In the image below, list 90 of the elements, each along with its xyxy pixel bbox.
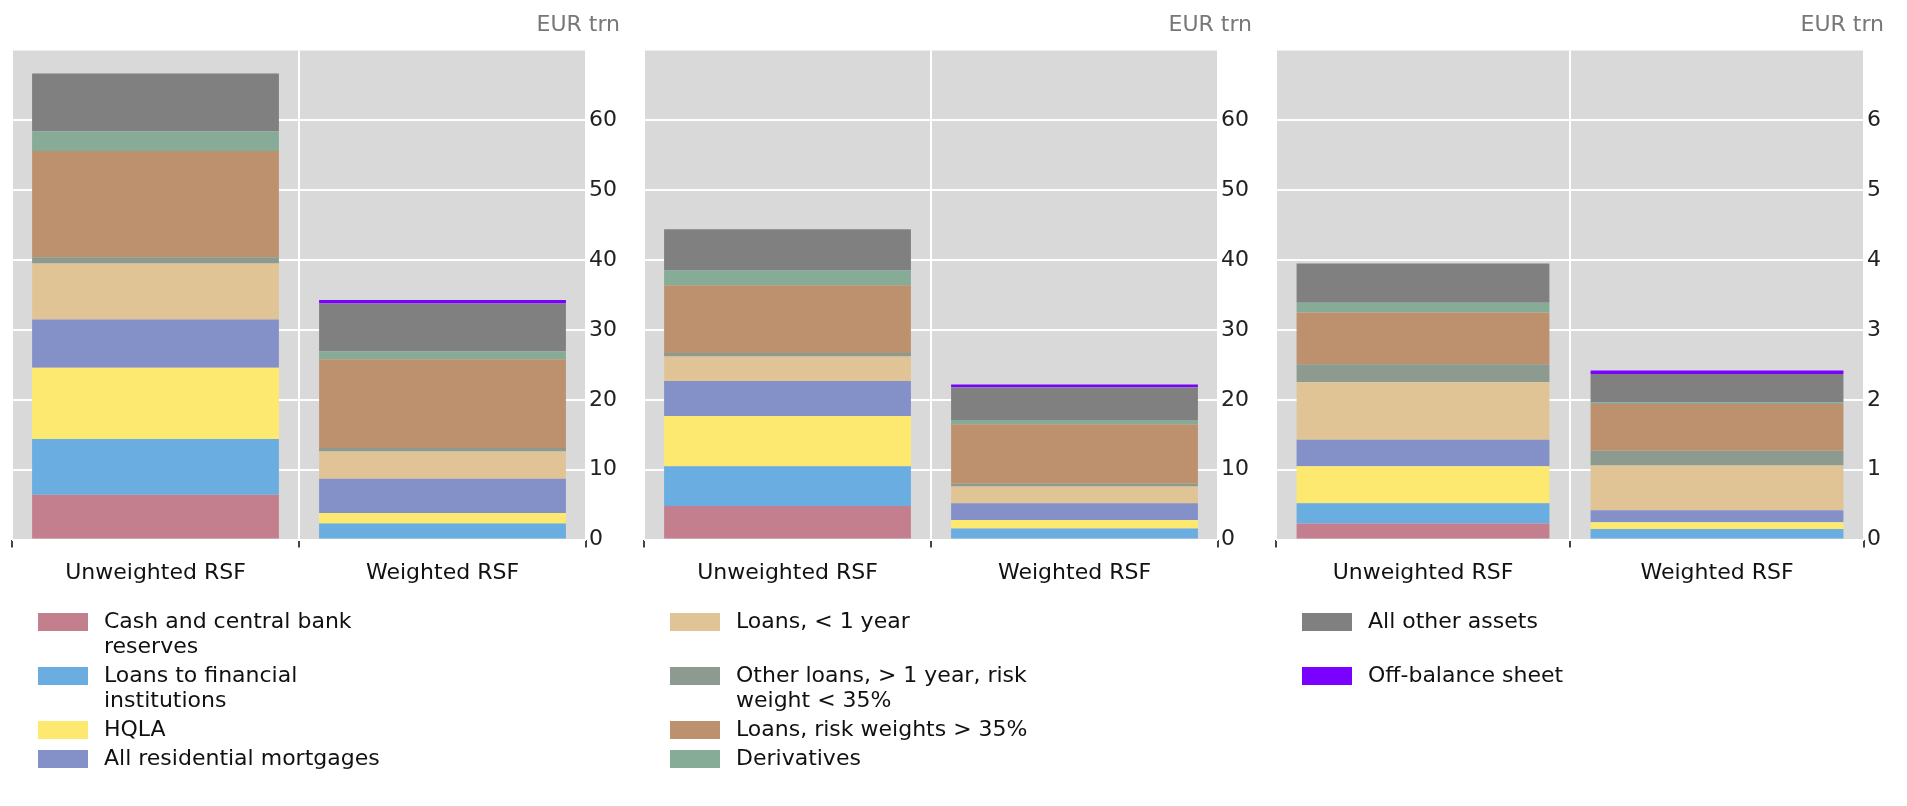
bar bbox=[664, 506, 911, 539]
bar bbox=[664, 466, 911, 507]
bar bbox=[319, 303, 566, 352]
y-axis-title: EUR trn bbox=[1800, 10, 1884, 36]
y-tick-label: 0 bbox=[589, 525, 604, 551]
y-tick-label: 2 bbox=[1867, 385, 1881, 411]
y-axis-title: EUR trn bbox=[1168, 10, 1252, 36]
bar bbox=[319, 351, 566, 360]
legend-label: Loans to financial institutions bbox=[104, 662, 299, 712]
bar bbox=[1590, 465, 1844, 511]
bar bbox=[951, 528, 1198, 539]
bar bbox=[1296, 523, 1550, 539]
bar bbox=[32, 494, 279, 539]
bar bbox=[32, 263, 279, 320]
x-tick-label: Weighted RSF bbox=[1640, 558, 1794, 584]
bar bbox=[1590, 510, 1844, 523]
y-tick-label: 30 bbox=[589, 315, 618, 341]
y-tick-label: 40 bbox=[1221, 245, 1250, 271]
x-tick-label: Weighted RSF bbox=[365, 558, 520, 584]
bar bbox=[1296, 302, 1550, 313]
bar bbox=[319, 448, 566, 452]
bar bbox=[1590, 370, 1844, 374]
bar bbox=[1296, 439, 1550, 467]
bar bbox=[951, 387, 1198, 421]
bar bbox=[951, 420, 1198, 425]
bar bbox=[32, 319, 279, 368]
y-tick-label: 0 bbox=[1867, 525, 1881, 551]
bar bbox=[1296, 466, 1550, 504]
bar bbox=[951, 520, 1198, 529]
y-tick-label: 50 bbox=[1221, 175, 1250, 201]
x-tick-label: Weighted RSF bbox=[997, 558, 1152, 584]
legend-label: Other loans, > 1 year, risk weight < 35% bbox=[736, 662, 1028, 712]
y-tick-label: 60 bbox=[1221, 106, 1250, 131]
bar bbox=[1590, 522, 1844, 530]
bar bbox=[664, 380, 911, 416]
bar bbox=[1296, 312, 1550, 365]
y-tick-label: 3 bbox=[1867, 315, 1881, 341]
y-tick-label: 30 bbox=[1221, 315, 1250, 341]
bar bbox=[951, 424, 1198, 484]
x-tick-label: Unweighted RSF bbox=[697, 558, 878, 584]
bar bbox=[664, 285, 911, 354]
bar bbox=[664, 415, 911, 467]
y-tick-label: 50 bbox=[589, 175, 618, 201]
bar bbox=[319, 451, 566, 479]
bar bbox=[319, 359, 566, 449]
x-tick-label: Unweighted RSF bbox=[65, 558, 246, 584]
bar bbox=[664, 270, 911, 286]
y-tick-label: 5 bbox=[1867, 175, 1881, 201]
bar bbox=[32, 367, 279, 439]
bar bbox=[1590, 404, 1844, 451]
legend-label: All other assets bbox=[1368, 608, 1538, 633]
bar bbox=[1590, 373, 1844, 403]
y-tick-label: 60 bbox=[589, 106, 618, 131]
bar bbox=[319, 523, 566, 539]
bar bbox=[1296, 503, 1550, 524]
bar bbox=[1590, 529, 1844, 539]
bar bbox=[951, 384, 1198, 388]
legend-label: Off-balance sheet bbox=[1368, 662, 1564, 687]
legend-label: Loans, < 1 year bbox=[736, 608, 910, 633]
legend-label: HQLA bbox=[104, 716, 166, 741]
y-axis-title: EUR trn bbox=[536, 10, 620, 36]
legend-label: Derivatives bbox=[736, 745, 861, 770]
bar bbox=[664, 229, 911, 271]
bar bbox=[32, 438, 279, 495]
bar bbox=[664, 356, 911, 381]
y-tick-label: 20 bbox=[589, 385, 618, 411]
y-tick-label: 20 bbox=[1221, 385, 1250, 411]
bar bbox=[32, 131, 279, 152]
bar bbox=[1296, 382, 1550, 440]
y-tick-label: 10 bbox=[1221, 455, 1250, 481]
y-tick-label: 1 bbox=[1867, 455, 1881, 481]
bar bbox=[951, 503, 1198, 521]
legend-label: Loans, risk weights > 35% bbox=[736, 716, 1028, 741]
bar bbox=[32, 257, 279, 264]
y-tick-label: 4 bbox=[1867, 245, 1881, 271]
bar bbox=[32, 151, 279, 258]
y-tick-label: 6 bbox=[1867, 106, 1881, 131]
x-tick-label: Unweighted RSF bbox=[1332, 558, 1514, 584]
y-tick-label: 10 bbox=[589, 455, 618, 481]
legend-label: All residential mortgages bbox=[104, 745, 380, 770]
bar bbox=[1296, 364, 1550, 383]
bar bbox=[319, 513, 566, 524]
y-tick-label: 40 bbox=[589, 245, 618, 271]
bar bbox=[1590, 450, 1844, 466]
bar bbox=[32, 73, 279, 132]
legend-label: Cash and central bank reserves bbox=[104, 608, 353, 658]
bar bbox=[1296, 263, 1550, 303]
y-tick-label: 0 bbox=[1221, 525, 1236, 551]
bar bbox=[951, 486, 1198, 504]
bar bbox=[319, 478, 566, 514]
